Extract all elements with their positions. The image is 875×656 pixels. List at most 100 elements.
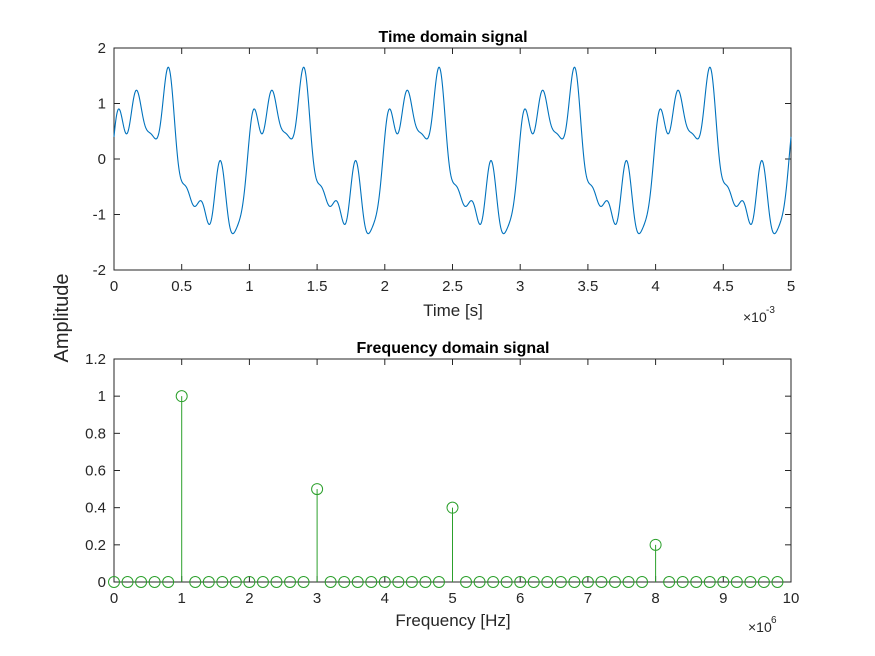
frequency-stem-marker [757,576,770,588]
frequency-stem-marker [419,576,432,588]
frequency-stem-marker [717,576,730,588]
time-chart-title: Time domain signal [378,29,527,46]
time-x-tick-label: 4 [651,278,659,295]
time-x-tick-label: 5 [787,278,795,295]
time-x-exponent-power: -3 [766,305,775,316]
frequency-x-tick-label: 8 [651,590,659,607]
frequency-x-exponent-base: ×10 [748,619,772,635]
frequency-y-tick-label: 0 [98,574,106,591]
frequency-x-tick-label: 2 [245,590,253,607]
frequency-stem-marker [636,576,649,588]
frequency-stem-marker [351,576,364,588]
frequency-y-tick-label: 0.8 [85,425,106,442]
frequency-stem-marker [432,576,445,588]
frequency-stem-marker [216,576,229,588]
time-x-tick-label: 3 [516,278,524,295]
time-signal-line [113,66,792,235]
frequency-stem-marker [229,576,242,588]
frequency-stem-marker [446,501,459,514]
frequency-stem-marker [541,576,554,588]
frequency-stem-marker [595,576,608,588]
frequency-stem-marker [703,576,716,588]
frequency-stem-marker [270,576,283,588]
frequency-stem-marker [581,576,594,588]
frequency-stem-marker [676,576,689,588]
frequency-stem-marker [135,576,148,588]
frequency-y-tick-label: 1 [98,388,106,405]
frequency-stem-marker [487,576,500,588]
frequency-x-tick-label: 1 [178,590,186,607]
time-x-tick-label: 0.5 [171,278,192,295]
frequency-x-tick-label: 5 [448,590,456,607]
time-y-tick-label: -1 [93,207,106,224]
frequency-stem-marker [608,576,621,588]
frequency-stem-marker [392,576,405,588]
time-plot-area [113,47,792,271]
frequency-stem-marker [554,576,567,588]
frequency-stem-marker [460,576,473,588]
frequency-stem-marker [365,576,378,588]
frequency-stem-marker [622,576,635,588]
time-y-tick-label: -2 [93,262,106,279]
frequency-stem-marker [744,576,757,588]
time-x-exponent-base: ×10 [743,309,767,325]
time-x-tick-label: 1.5 [307,278,328,295]
frequency-stem-marker [500,576,513,588]
time-x-tick-label: 0 [110,278,118,295]
frequency-stem-marker [284,576,297,588]
frequency-domain-panel: Frequency domain signal Frequency [Hz] ×… [85,340,799,635]
frequency-stem-marker [162,576,175,588]
frequency-stem-marker [405,576,418,588]
frequency-y-tick-label: 0.4 [85,500,106,517]
frequency-chart-title: Frequency domain signal [357,340,550,357]
frequency-y-tick-label: 1.2 [85,351,106,368]
frequency-x-tick-label: 10 [783,590,800,607]
frequency-stem-marker [473,576,486,588]
frequency-stem-marker [189,576,202,588]
frequency-stem-marker [121,576,134,588]
frequency-stem-marker [324,576,337,588]
frequency-x-axis-label: Frequency [Hz] [395,611,510,630]
frequency-stem-marker [175,390,188,403]
frequency-stem-marker [649,538,662,551]
frequency-stem-marker [108,576,120,588]
time-x-tick-label: 1 [245,278,253,295]
frequency-stem-marker [568,576,581,588]
frequency-x-exponent-power: 6 [771,615,777,626]
frequency-x-tick-label: 0 [110,590,118,607]
frequency-stem-marker [730,576,743,588]
shared-y-axis-label: Amplitude [51,274,73,363]
time-x-tick-label: 2 [381,278,389,295]
time-y-tick-label: 0 [98,151,106,168]
frequency-x-tick-label: 7 [584,590,592,607]
time-x-tick-label: 2.5 [442,278,463,295]
frequency-stem-marker [527,576,540,588]
frequency-stem-marker [771,576,784,588]
time-domain-panel: Time domain signal Time [s] ×10 -3 0 0.5 1… [93,29,796,325]
frequency-stem-marker [514,576,527,588]
frequency-stem-marker [663,576,676,588]
frequency-y-tick-label: 0.2 [85,537,106,554]
frequency-stem-marker [690,576,703,588]
frequency-stem-marker [243,576,256,588]
frequency-x-tick-label: 9 [719,590,727,607]
time-y-tick-label: 2 [98,40,106,57]
time-x-tick-label: 3.5 [577,278,598,295]
frequency-stem-marker [256,576,269,588]
frequency-x-tick-label: 3 [313,590,321,607]
frequency-stem-marker [297,576,310,588]
frequency-stem-marker [311,483,324,496]
time-y-tick-label: 1 [98,96,106,113]
frequency-x-exponent: ×10 6 [748,615,777,635]
frequency-y-tick-label: 0.6 [85,463,106,480]
frequency-x-tick-label: 6 [516,590,524,607]
time-x-tick-label: 4.5 [713,278,734,295]
frequency-stem-marker [202,576,215,588]
time-x-exponent: ×10 -3 [743,305,775,325]
frequency-stem-marker [338,576,351,588]
time-x-axis-label: Time [s] [423,301,483,320]
frequency-stem-marker [378,576,391,588]
frequency-stem-marker [148,576,161,588]
frequency-x-tick-label: 4 [381,590,389,607]
